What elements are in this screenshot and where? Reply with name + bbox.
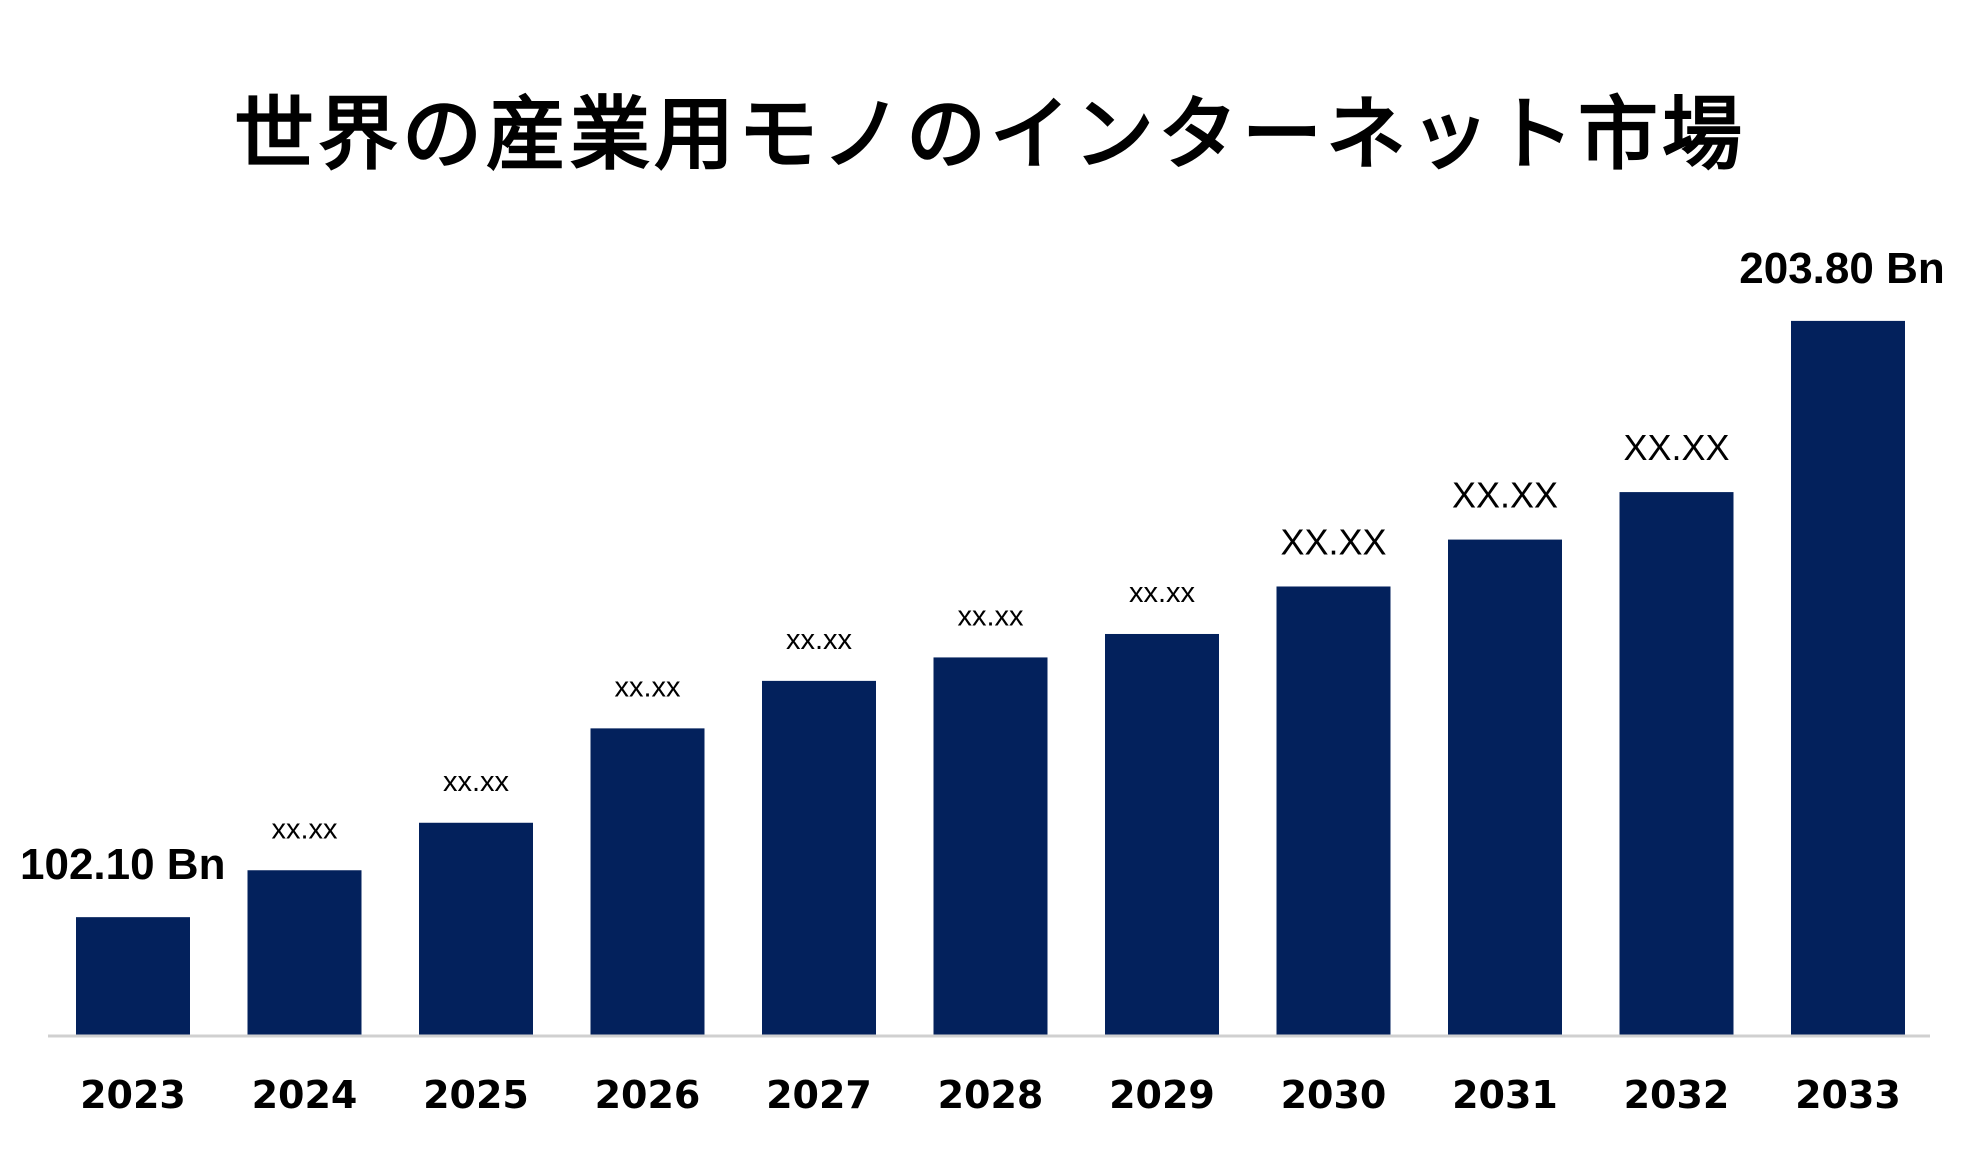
- x-tick-label-2033: 2033: [1795, 1073, 1901, 1117]
- bar-2026: [590, 728, 705, 1035]
- bar-2030: [1276, 586, 1391, 1035]
- bar-2028: [933, 657, 1048, 1035]
- x-tick-label-2032: 2032: [1624, 1073, 1730, 1117]
- bar-2029: [1105, 633, 1219, 1035]
- bar-2033: [1791, 320, 1905, 1035]
- chart-title: 世界の産業用モノのインターネット市場: [234, 87, 1746, 181]
- value-label-2024: xx.xx: [271, 813, 338, 845]
- x-tick-label-2031: 2031: [1452, 1073, 1558, 1117]
- value-labels-layer: 102.10 Bn xx.xx xx.xx xx.xx xx.xx xx.xx xx.xx X…: [20, 244, 1945, 889]
- bar-2023: [76, 917, 190, 1035]
- x-tick-label-2029: 2029: [1109, 1073, 1215, 1117]
- bars-layer: [76, 320, 1905, 1035]
- value-label-2028: xx.xx: [957, 600, 1024, 632]
- bar-2031: [1448, 539, 1562, 1035]
- bar-2027: [762, 680, 876, 1035]
- x-tick-labels-layer: 2023 2024 2025 2026 2027 2028 2029 2030 2031 2032…: [80, 1073, 1901, 1117]
- value-label-2025: xx.xx: [443, 766, 510, 798]
- value-label-2029: xx.xx: [1129, 577, 1196, 609]
- x-tick-label-2026: 2026: [595, 1073, 701, 1117]
- x-tick-label-2025: 2025: [423, 1073, 529, 1117]
- x-tick-label-2023: 2023: [80, 1073, 186, 1117]
- value-label-2023: 102.10 Bn: [20, 840, 225, 889]
- bar-2024: [247, 870, 362, 1035]
- value-label-2033: 203.80 Bn: [1739, 244, 1944, 293]
- x-tick-label-2030: 2030: [1281, 1073, 1387, 1117]
- x-tick-label-2027: 2027: [766, 1073, 872, 1117]
- bar-2032: [1619, 492, 1734, 1035]
- x-tick-label-2028: 2028: [938, 1073, 1044, 1117]
- value-label-2031: XX.XX: [1452, 475, 1558, 516]
- value-label-2030: XX.XX: [1280, 521, 1386, 562]
- value-label-2027: xx.xx: [786, 624, 853, 656]
- x-tick-label-2024: 2024: [252, 1073, 358, 1117]
- value-label-2026: xx.xx: [614, 671, 681, 703]
- bar-2025: [419, 822, 533, 1035]
- value-label-2032: XX.XX: [1623, 427, 1729, 468]
